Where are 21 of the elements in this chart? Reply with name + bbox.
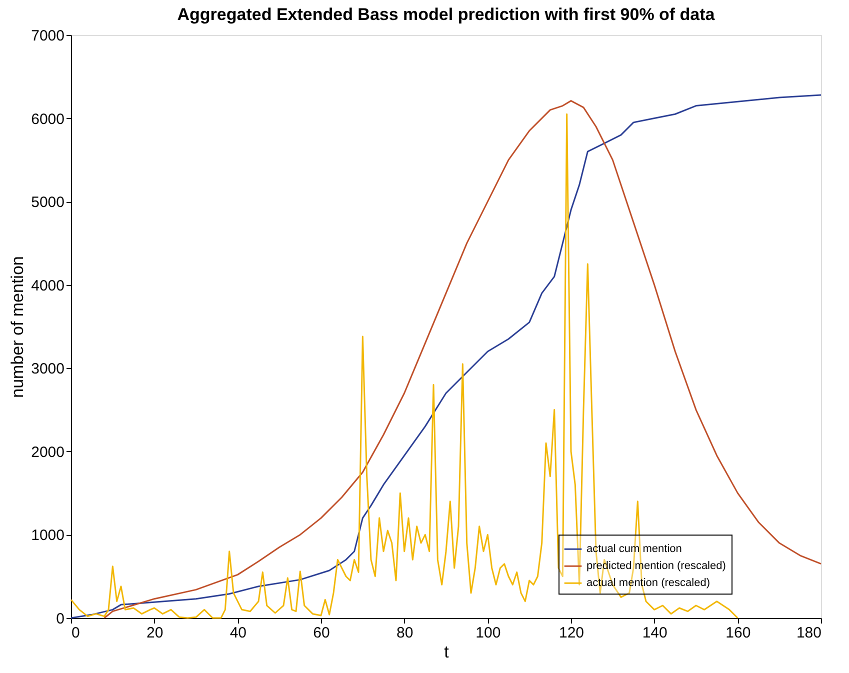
chart-title: Aggregated Extended Bass model prediction with first 90% of data	[177, 5, 716, 24]
x-tick-label: 180	[796, 624, 822, 642]
x-tick-label: 0	[72, 624, 80, 642]
y-tick-label: 7000	[31, 28, 64, 44]
x-tick-label: 120	[558, 624, 584, 642]
y-tick-label: 4000	[31, 277, 64, 294]
x-tick-label: 100	[476, 624, 501, 642]
y-tick-label: 3000	[31, 360, 64, 378]
y-tick-label: 0	[56, 610, 64, 628]
x-tick-label: 40	[230, 624, 247, 642]
x-tick-label: 20	[146, 624, 164, 642]
y-tick-label: 6000	[31, 110, 64, 128]
y-tick-label: 5000	[31, 194, 64, 212]
y-tick-label: 2000	[31, 444, 64, 461]
y-tick-label: 1000	[31, 527, 64, 544]
x-axis-title: t	[444, 642, 450, 662]
x-tick-label: 160	[726, 624, 751, 642]
y-axis-title: number of mention	[8, 256, 28, 398]
x-tick-label: 60	[313, 624, 330, 642]
x-tick-label: 140	[642, 624, 668, 642]
x-tick-label: 80	[396, 624, 414, 642]
